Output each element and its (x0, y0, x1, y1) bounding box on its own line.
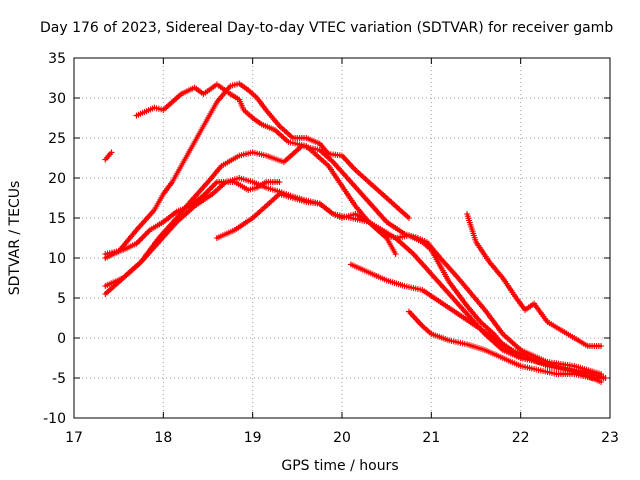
y-tick-label-1: -5 (52, 371, 66, 387)
y-tick-label-6: 20 (48, 171, 66, 187)
series-3-markers (102, 80, 412, 261)
data-series (102, 80, 609, 385)
series-5 (102, 179, 283, 257)
y-tick-label-0: -10 (43, 411, 66, 427)
series-9-markers (406, 308, 609, 381)
y-tick-label-7: 25 (48, 131, 66, 147)
y-tick-label-4: 10 (48, 251, 66, 267)
y-tick-label-8: 30 (48, 91, 66, 107)
series-10-markers (464, 211, 605, 349)
x-tick-label-4: 21 (422, 430, 440, 446)
x-tick-label-3: 20 (333, 430, 351, 446)
y-tick-label-9: 35 (48, 51, 66, 67)
x-tick-label-0: 17 (65, 430, 83, 446)
series-1 (102, 149, 115, 163)
series-4-markers (102, 143, 605, 377)
x-tick-label-1: 18 (154, 430, 172, 446)
x-tick-label-5: 22 (512, 430, 530, 446)
series-3 (102, 80, 412, 261)
x-tick-label-2: 19 (244, 430, 262, 446)
series-10 (464, 211, 605, 349)
x-axis-title: GPS time / hours (281, 458, 398, 474)
y-tick-label-5: 15 (48, 211, 66, 227)
x-tick-label-6: 23 (601, 430, 619, 446)
series-9 (406, 308, 609, 381)
y-tick-label-2: 0 (57, 331, 66, 347)
y-axis-title: SDTVAR / TECUs (7, 181, 23, 296)
axes: 17 18 19 20 21 22 23 -10 -5 0 5 10 15 20 25 30 35 (43, 51, 619, 446)
y-tick-label-3: 5 (57, 291, 66, 307)
chart-title: Day 176 of 2023, Sidereal Day-to-day VTE… (40, 20, 613, 36)
series-1-markers (102, 149, 115, 163)
